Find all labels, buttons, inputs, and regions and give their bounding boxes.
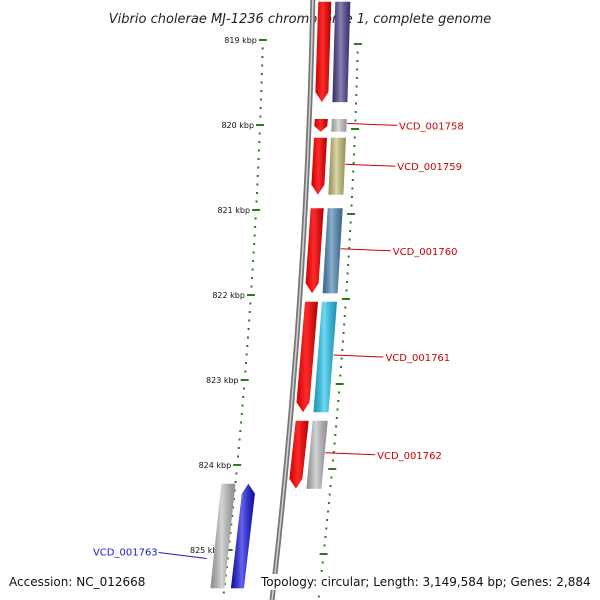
cds-arrow-shade [230, 483, 255, 589]
gene-label: VCD_001758 [399, 121, 464, 132]
gene-label-leader [158, 552, 207, 559]
gene-label-leader [340, 248, 391, 252]
gene-label-leader [333, 354, 384, 358]
map-title: Vibrio cholerae MJ-1236 chromosome 1, co… [109, 12, 491, 27]
cds-arrow [289, 420, 309, 489]
gene-label: VCD_001762 [377, 451, 442, 462]
tick-label: 821 kbp [217, 206, 250, 215]
cds-arrow [296, 301, 318, 413]
accession-text: Accession: NC_012668 [6, 574, 149, 590]
gene-bar-shade [313, 301, 337, 413]
gene-bar-shade [331, 119, 347, 132]
gene-label-leader [325, 452, 376, 456]
cds-arrow [315, 1, 332, 103]
gene-labels: VCD_001758 VCD_001759 VCD_001760 VCD_001761… [93, 121, 464, 559]
cds-arrow [314, 119, 328, 132]
gene-label-leader [345, 163, 396, 167]
tick-label: 820 kbp [221, 121, 254, 130]
gene-bar-shade [332, 1, 351, 103]
cds-arrow [305, 208, 324, 294]
tick-label: 822 kbp [212, 291, 245, 300]
backbone-highlight [271, 0, 314, 600]
tick-label: 824 kbp [199, 461, 232, 470]
gene-label-leader [347, 122, 398, 126]
gene-label: VCD_001760 [393, 247, 458, 258]
chromosome-backbone [269, 0, 316, 600]
scale-ticks: 819 kbp 820 kbp 821 kbp 822 kbp 823 kbp 824 k… [190, 36, 362, 598]
tick-label: 823 kbp [206, 376, 239, 385]
gene-label: VCD_001759 [397, 162, 462, 173]
backbone-line [269, 0, 316, 600]
gene-bar-shade [306, 420, 328, 489]
topology-text: Topology: circular; Length: 3,149,584 bp… [258, 574, 594, 590]
gene-features [210, 1, 351, 589]
gene-bar-shade [210, 483, 236, 589]
gene-label: VCD_001763 [93, 548, 158, 559]
gene-bar-shade [322, 208, 343, 294]
gene-label: VCD_001761 [385, 353, 450, 364]
cds-arrow [311, 137, 327, 195]
gene-bar-shade [328, 137, 346, 195]
tick-label: 819 kbp [224, 36, 257, 45]
tick-label: 825 kbp [190, 546, 223, 555]
